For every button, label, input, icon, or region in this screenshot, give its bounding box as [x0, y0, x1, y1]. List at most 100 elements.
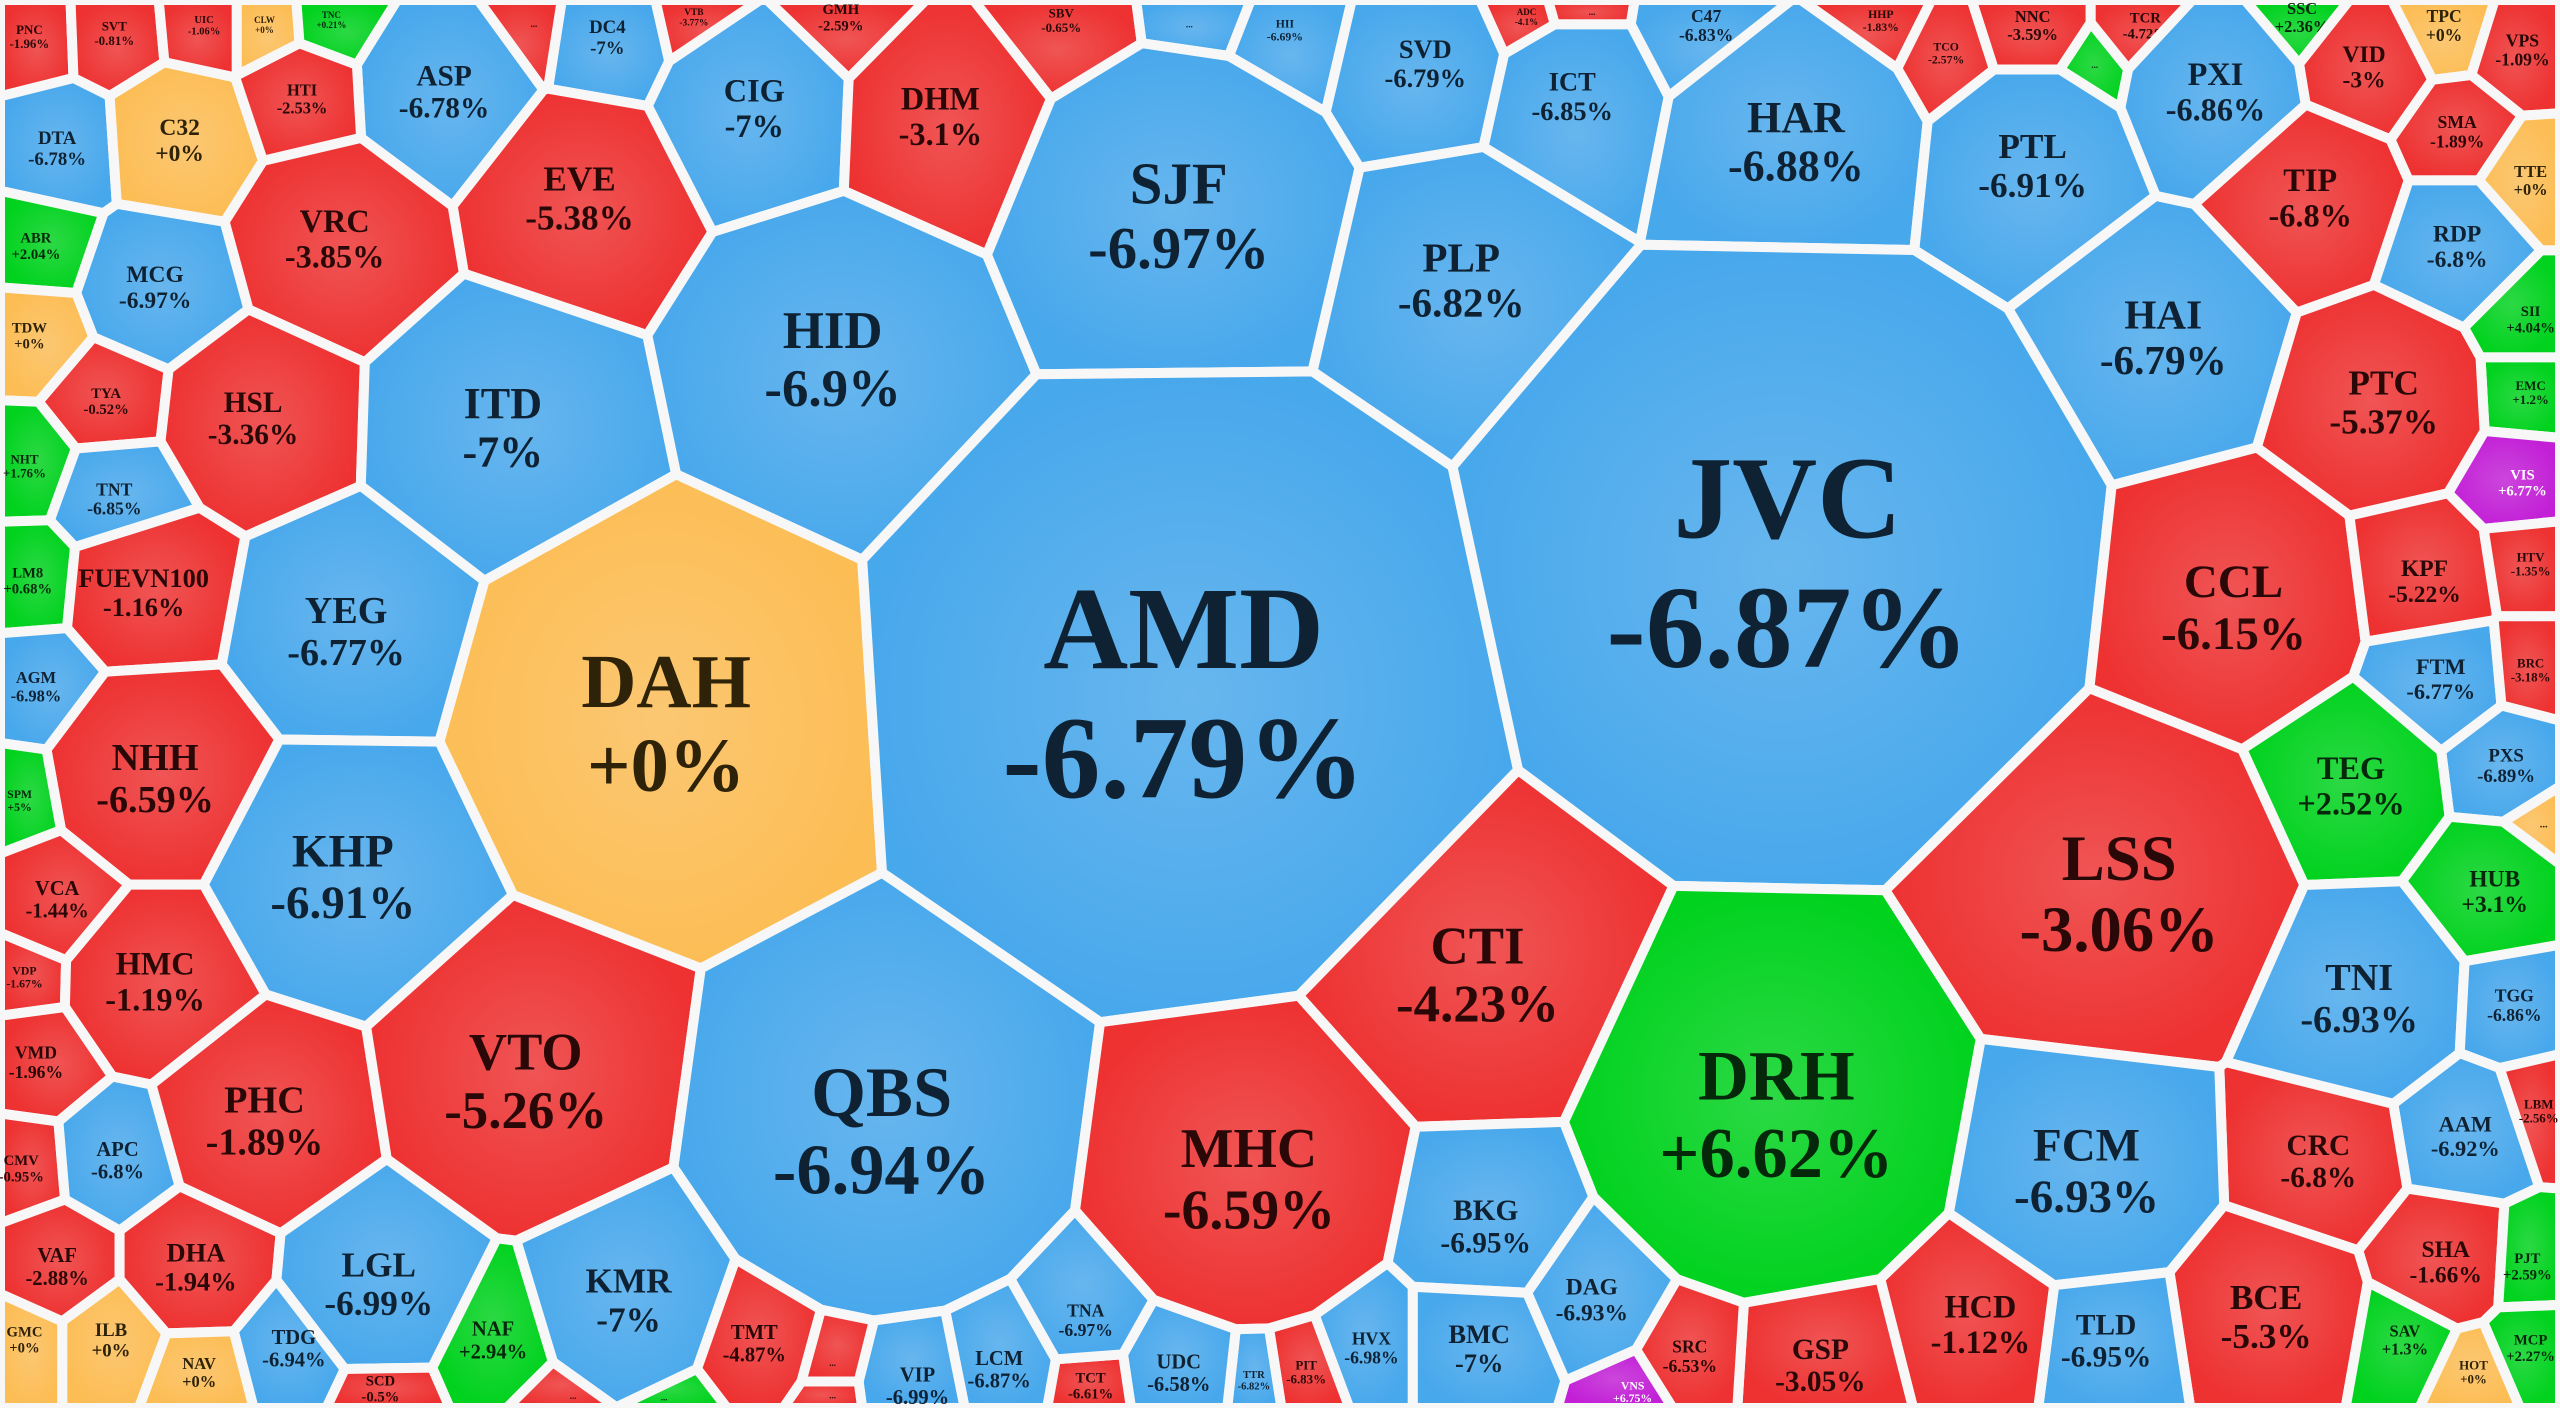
change-label: -6.86%	[2487, 1005, 2541, 1025]
cell-more[interactable]: ...	[1543, 0, 1640, 30]
change-label: -6.98%	[11, 686, 62, 705]
cell-jvc[interactable]: JVC-6.87%	[1447, 239, 2117, 896]
cell-ilb[interactable]: ILB+0%	[57, 1274, 172, 1408]
ticker-label: TDW	[12, 320, 47, 336]
change-label: +2.36%	[2275, 17, 2330, 36]
change-label: -6.97%	[1059, 1320, 1113, 1340]
change-label: -6.83%	[1679, 25, 1733, 45]
cell-hmc[interactable]: HMC-1.19%	[59, 879, 271, 1090]
ticker-label: HSL	[224, 387, 283, 419]
ticker-label: ...	[1186, 21, 1193, 31]
cell-hti[interactable]: HTI-2.53%	[230, 38, 367, 166]
ticker-label: UIC	[194, 15, 213, 26]
cell-qbs[interactable]: QBS-6.94%	[668, 867, 1106, 1326]
cell-hcd[interactable]: HCD-1.12%	[1875, 1208, 2060, 1408]
cell-gsp[interactable]: GSP-3.05%	[1732, 1274, 1919, 1408]
change-label: -6.91%	[1978, 166, 2087, 205]
change-label: -6.59%	[1163, 1180, 1335, 1242]
cell-htv[interactable]: HTV-1.35%	[2478, 516, 2560, 622]
ticker-label: TNC	[322, 10, 341, 20]
cell-tld[interactable]: TLD-6.95%	[2033, 1267, 2196, 1408]
change-label: -6.87%	[1607, 563, 1969, 693]
change-label: -1.16%	[103, 592, 185, 622]
cell-vaf[interactable]: VAF-2.88%	[0, 1194, 125, 1327]
cell-sjf[interactable]: SJF-6.97%	[981, 38, 1365, 380]
cell-tip[interactable]: TIP-6.8%	[2189, 99, 2414, 318]
change-label: -6.59%	[96, 779, 214, 821]
ticker-label: HII	[1276, 18, 1295, 31]
ticker-label: HTV	[2517, 549, 2546, 564]
ticker-label: NHH	[112, 737, 199, 779]
change-label: -1.09%	[2495, 50, 2549, 70]
change-label: -4.1%	[1515, 17, 1538, 27]
change-label: -5.37%	[2329, 403, 2438, 442]
ticker-label: BCE	[2230, 1278, 2302, 1317]
change-label: -6.92%	[2431, 1136, 2500, 1161]
cell-fuevn100[interactable]: FUEVN100-1.16%	[62, 502, 251, 677]
ticker-label: DHA	[167, 1237, 226, 1267]
cell-hai[interactable]: HAI-6.79%	[2002, 190, 2302, 491]
ticker-label: PNC	[16, 22, 43, 37]
cell-har[interactable]: HAR-6.88%	[1635, 0, 1933, 255]
ticker-label: NAV	[182, 1354, 216, 1373]
cell-shape	[57, 1274, 172, 1408]
cell-svd[interactable]: SVD-6.79%	[1320, 0, 1510, 173]
ticker-label: HOT	[2459, 1357, 2488, 1372]
change-label: -6.89%	[2477, 766, 2535, 787]
cell-vtb[interactable]: VTB-3.77%	[650, 0, 765, 67]
cell-tgg[interactable]: TGG-6.86%	[2454, 939, 2560, 1074]
change-label: -2.53%	[277, 99, 328, 118]
ticker-label: UDC	[1156, 1351, 1201, 1373]
cell-dag[interactable]: DAG-6.93%	[1522, 1192, 1682, 1386]
change-label: -6.8%	[91, 1162, 144, 1184]
change-label: +2.59%	[2503, 1267, 2552, 1283]
cell-emc[interactable]: EMC+1.2%	[2475, 352, 2560, 443]
change-label: -7%	[590, 38, 624, 59]
ticker-label: HAR	[1747, 93, 1846, 142]
ticker-label: JVC	[1673, 433, 1902, 563]
change-label: -6.93%	[2014, 1171, 2159, 1223]
change-label: -3.06%	[2020, 893, 2219, 965]
change-label: -6.77%	[2406, 679, 2475, 704]
change-label: -7%	[1455, 1348, 1503, 1378]
cell-tna[interactable]: TNA-6.97%	[1005, 1205, 1159, 1365]
change-label: -6.94%	[262, 1349, 325, 1371]
cell-tnt[interactable]: TNT-6.85%	[44, 436, 205, 552]
ticker-label: PIT	[1295, 1357, 1317, 1372]
ticker-label: FUEVN100	[78, 563, 209, 593]
change-label: +4.04%	[2506, 320, 2555, 336]
change-label: -6.9%	[764, 360, 901, 418]
change-label: +1.3%	[2382, 1339, 2428, 1358]
ticker-label: SPM	[7, 788, 32, 801]
change-label: +0%	[2514, 180, 2548, 199]
change-label: -6.99%	[886, 1387, 949, 1408]
cell-tdg[interactable]: TDG-6.94%	[228, 1275, 350, 1408]
ticker-label: GMC	[7, 1325, 43, 1341]
cell-dah[interactable]: DAH+0%	[434, 469, 887, 974]
cell-nhh[interactable]: NHH-6.59%	[41, 659, 285, 890]
ticker-label: CCL	[2184, 556, 2283, 608]
cell-hot[interactable]: HOT+0%	[2414, 1317, 2525, 1408]
change-label: +6.77%	[2498, 484, 2547, 500]
cell-brc[interactable]: BRC-3.18%	[2488, 611, 2560, 726]
cell-bmc[interactable]: BMC-7%	[1407, 1281, 1571, 1408]
cell-nav[interactable]: NAV+0%	[133, 1326, 259, 1408]
ticker-label: CIG	[724, 72, 785, 108]
cell-ptl[interactable]: PTL-6.91%	[1909, 64, 2161, 314]
change-label: -1.66%	[2409, 1263, 2481, 1289]
ticker-label: VTB	[684, 8, 703, 18]
cell-ccl[interactable]: CCL-6.15%	[2084, 442, 2371, 755]
ticker-label: VAF	[37, 1245, 77, 1267]
ticker-label: EMC	[2516, 378, 2546, 393]
cell-gmc[interactable]: GMC+0%	[0, 1288, 68, 1408]
cell-tmt[interactable]: TMT-4.87%	[692, 1254, 826, 1408]
change-label: -1.89%	[2430, 131, 2484, 151]
cell-lss[interactable]: LSS-3.06%	[1880, 683, 2310, 1072]
change-label: -6.8%	[2280, 1162, 2356, 1194]
ticker-label: TCO	[1933, 40, 1958, 53]
change-label: -2.57%	[1928, 53, 1964, 66]
change-label: +1.2%	[2512, 392, 2548, 407]
ticker-label: LCM	[975, 1348, 1023, 1370]
change-label: +0%	[14, 337, 44, 353]
cell-pjt[interactable]: PJT+2.59%	[2493, 1182, 2560, 1313]
